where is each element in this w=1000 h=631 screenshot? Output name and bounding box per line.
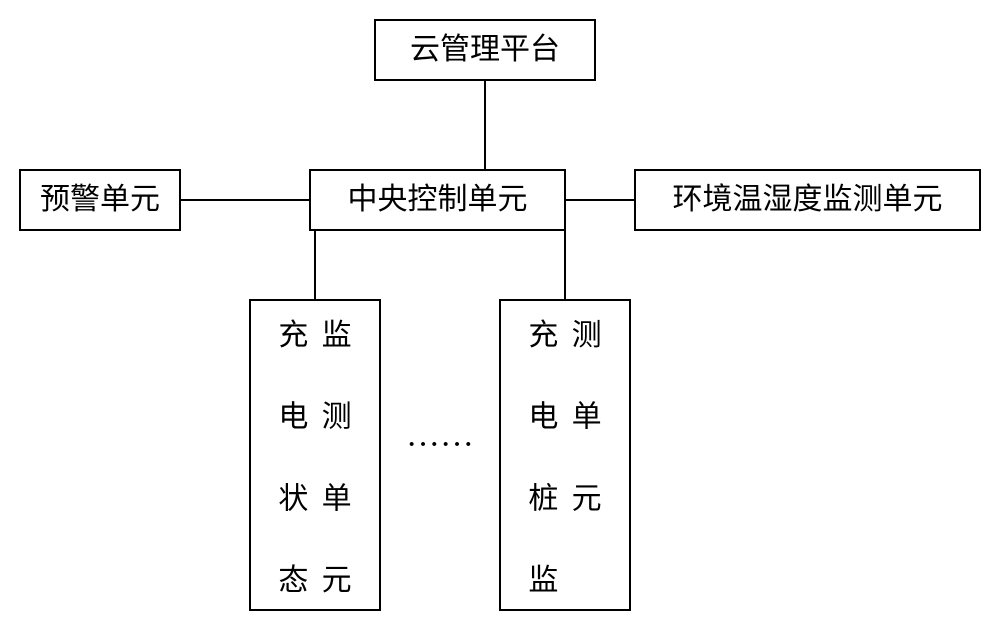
- node-label-central: 中央控制单元: [348, 183, 528, 216]
- node-label-charge1-c1r1: 测: [322, 401, 352, 434]
- node-charge1: 充电状态 监测单元: [250, 300, 380, 610]
- node-label-charge1-c0r1: 电: [278, 401, 308, 434]
- node-box-charge2: [500, 300, 630, 610]
- node-label-charge2-c0r2: 桩: [528, 482, 558, 515]
- node-label-cloud: 云管理平台: [410, 33, 560, 66]
- node-label-warn: 预警单元: [40, 183, 160, 216]
- node-label-charge2-c1r2: 元: [572, 482, 602, 515]
- node-label-charge1-c1r2: 单: [322, 482, 352, 515]
- node-label-charge1-c0r3: 态: [278, 564, 308, 597]
- node-label-charge2-c0r1: 电: [528, 401, 558, 434]
- node-charge2: 充电桩监 测单元: [500, 300, 630, 610]
- node-env: 环境温湿度监测单元: [635, 170, 980, 230]
- node-cloud: 云管理平台: [375, 20, 595, 80]
- node-label-charge2-c1r1: 单: [572, 401, 602, 434]
- node-label-charge2-c1r0: 测: [572, 319, 602, 352]
- node-label-charge2-c0r3: 监: [528, 564, 558, 597]
- node-central: 中央控制单元: [310, 170, 565, 230]
- ellipsis: ······: [406, 426, 474, 463]
- node-warn: 预警单元: [20, 170, 180, 230]
- node-box-charge1: [250, 300, 380, 610]
- node-label-env: 环境温湿度监测单元: [673, 183, 943, 216]
- node-label-charge2-c0r0: 充: [528, 319, 558, 352]
- node-label-charge1-c0r2: 状: [278, 482, 308, 515]
- node-label-charge1-c0r0: 充: [278, 319, 308, 352]
- node-label-charge1-c1r0: 监: [322, 319, 352, 352]
- node-label-charge1-c1r3: 元: [322, 564, 352, 597]
